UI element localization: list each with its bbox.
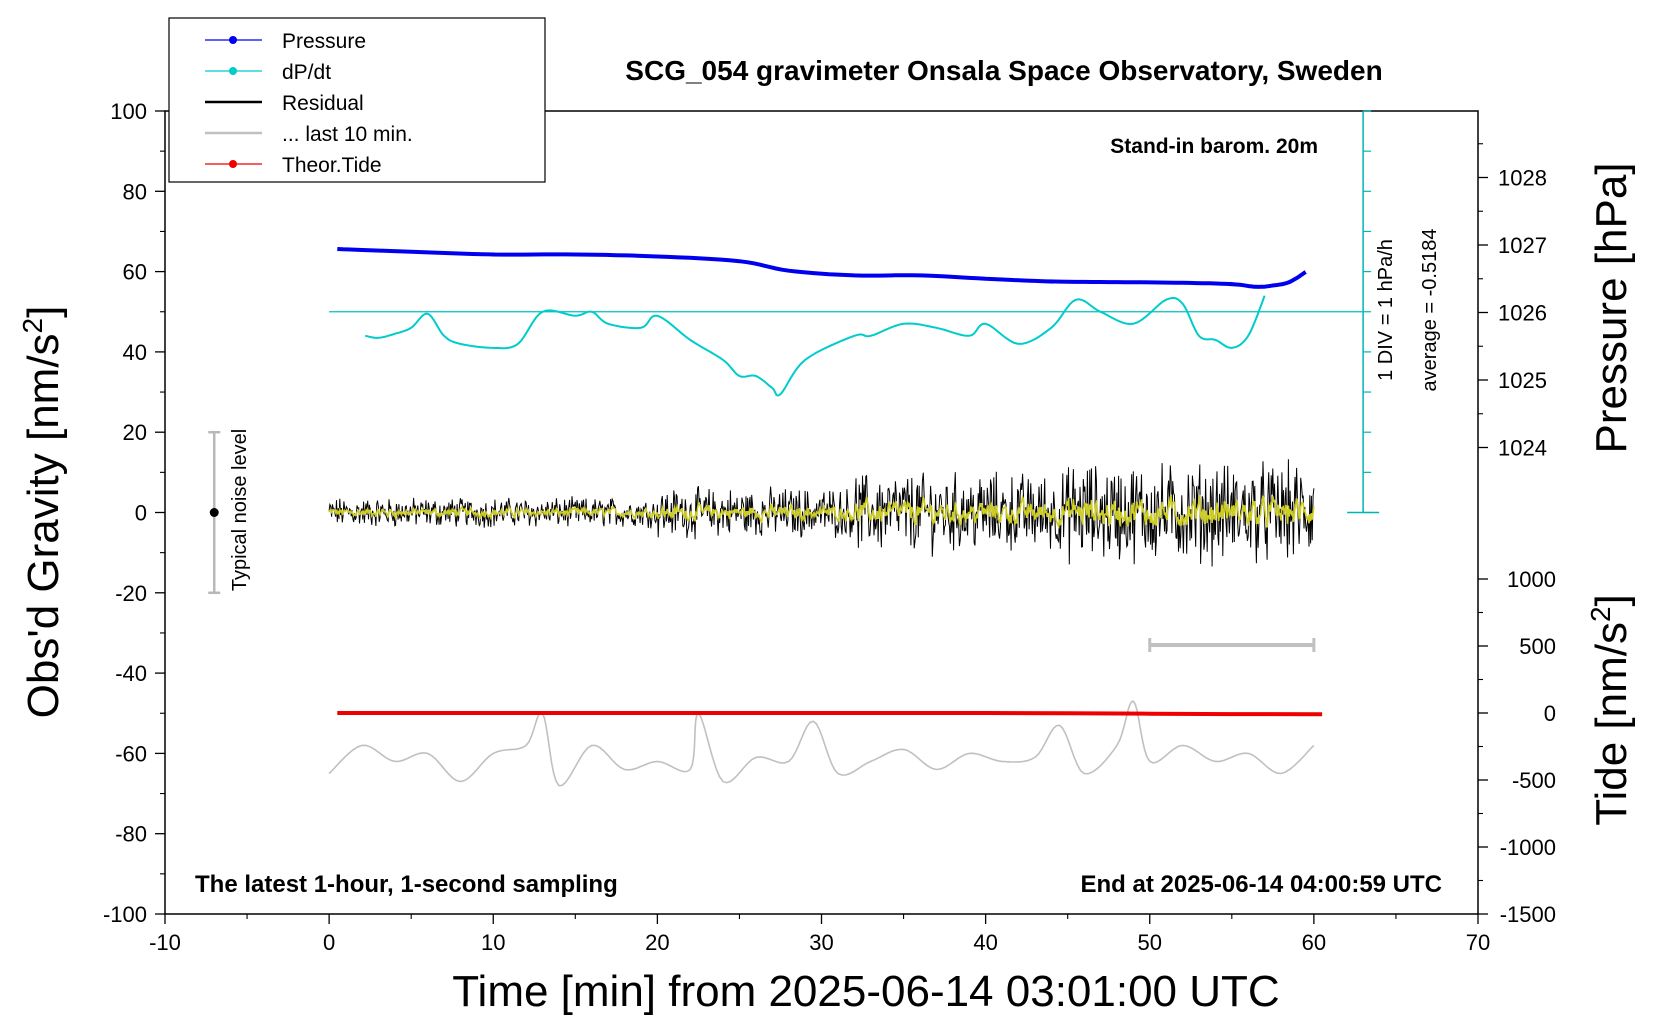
tide-tick-label: -500 (1512, 768, 1556, 793)
y-tick-label: -80 (115, 822, 147, 847)
tide-tick-label: -1500 (1500, 902, 1556, 927)
bottom-left-annotation: The latest 1-hour, 1-second sampling (195, 871, 618, 898)
legend: Pressure dP/dt Residual ... last 10 min. The… (168, 17, 546, 183)
legend-label-0: Pressure (282, 30, 366, 53)
x-tick-label: 70 (1466, 930, 1490, 955)
legend-label-4: Theor.Tide (282, 154, 382, 177)
y-tick-label: -100 (103, 902, 147, 927)
x-tick-label: 50 (1138, 930, 1162, 955)
y-axis-label-tide: Tide [nm/s2] (1585, 594, 1636, 826)
legend-label-1: dP/dt (282, 61, 331, 84)
x-tick-label: 20 (645, 930, 669, 955)
series-last10-line (328, 700, 1315, 787)
y-axis-label-tide-main: Tide [nm/s (1587, 622, 1636, 826)
noise-annotation: Typical noise level (229, 429, 251, 591)
y-tick-label: 60 (123, 260, 147, 285)
y-axis-label-left-main: Obs'd Gravity [nm/s (19, 333, 68, 718)
x-tick-label: 0 (323, 930, 335, 955)
axes-layer: -10 0 10 20 30 40 50 60 70-100-80-60-40-20020406… (103, 99, 1556, 955)
y-axis-label-left-sup: 2 (17, 318, 48, 334)
y-tick-label: -60 (115, 741, 147, 766)
tide-tick-label: 1000 (1507, 567, 1556, 592)
pressure-tick-label: 1026 (1498, 301, 1547, 326)
tide-tick-label: 500 (1519, 634, 1556, 659)
x-tick-label: 60 (1302, 930, 1326, 955)
legend-label-2: Residual (282, 92, 364, 115)
y-tick-label: 0 (135, 501, 147, 526)
x-tick-label: 30 (809, 930, 833, 955)
y-tick-label: 100 (110, 99, 147, 124)
y-axis-label-tide-sup: 2 (1585, 606, 1616, 622)
chart-title: SCG_054 gravimeter Onsala Space Observat… (625, 55, 1382, 86)
y-tick-label: 20 (123, 420, 147, 445)
tide-tick-label: -1000 (1500, 835, 1556, 860)
pressure-tick-label: 1028 (1498, 166, 1547, 191)
x-tick-label: 40 (973, 930, 997, 955)
legend-marker-4 (229, 160, 237, 168)
legend-marker-0 (229, 36, 237, 44)
pressure-tick-label: 1025 (1498, 368, 1547, 393)
legend-label-3: ... last 10 min. (282, 123, 413, 146)
y-tick-label: 80 (123, 179, 147, 204)
y-axis-label-left: Obs'd Gravity [nm/s2] (17, 306, 68, 719)
y-axis-label-left-close: ] (19, 306, 68, 318)
x-tick-label: 10 (481, 930, 505, 955)
y-tick-label: -40 (115, 661, 147, 686)
y-tick-label: -20 (115, 581, 147, 606)
bottom-right-annotation: End at 2025-06-14 04:00:59 UTC (1081, 871, 1443, 898)
legend-marker-1 (229, 67, 237, 75)
pressure-tick-label: 1024 (1498, 436, 1547, 461)
series-layer (208, 110, 1380, 787)
series-pressure-line (337, 247, 1307, 289)
tide-tick-label: 0 (1544, 701, 1556, 726)
series-residual-smoothed-line (328, 493, 1315, 530)
series-dpdt-line (365, 295, 1266, 397)
div-annotation: 1 DIV = 1 hPa/h (1375, 239, 1397, 381)
noise-bar-center (209, 508, 219, 517)
y-tick-label: 40 (123, 340, 147, 365)
y-axis-label-pressure: Pressure [hPa] (1587, 162, 1636, 453)
x-tick-label: -10 (149, 930, 181, 955)
series-tide-line (337, 711, 1323, 717)
legend-box (168, 17, 546, 183)
stand-in-annotation: Stand-in barom. 20m (1110, 135, 1318, 158)
x-axis-label: Time [min] from 2025-06-14 03:01:00 UTC (452, 967, 1279, 1016)
average-annotation: average = -0.5184 (1419, 229, 1441, 392)
pressure-tick-label: 1027 (1498, 233, 1547, 258)
y-axis-label-tide-close: ] (1587, 594, 1636, 606)
